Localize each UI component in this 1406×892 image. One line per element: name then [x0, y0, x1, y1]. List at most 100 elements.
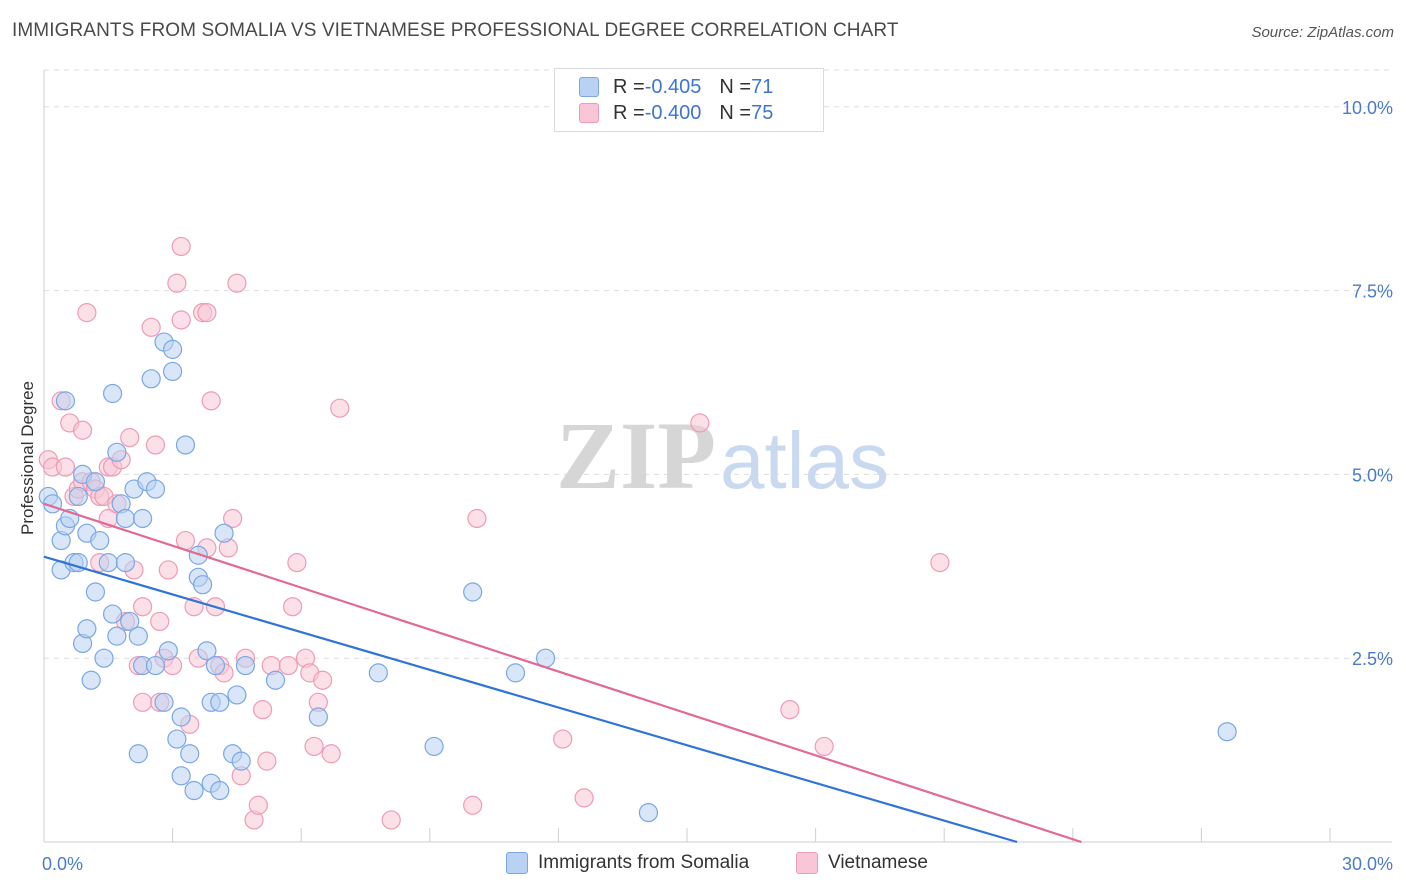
- watermark-atlas: atlas: [720, 416, 889, 505]
- legend-r-value: -0.405: [644, 75, 702, 98]
- somalia-point: [171, 766, 191, 786]
- vietnamese-point: [321, 744, 341, 764]
- somalia-point: [94, 648, 114, 668]
- vietnamese-point: [283, 597, 303, 617]
- somalia-point: [107, 626, 127, 646]
- somalia-point: [368, 663, 388, 683]
- vietnamese-point: [814, 736, 834, 757]
- vietnamese-point: [197, 303, 217, 323]
- legend-swatch-somalia: [506, 852, 528, 874]
- somalia-point: [55, 391, 76, 411]
- bottom-legend-somalia-label: Immigrants from Somalia: [538, 852, 750, 873]
- somalia-point: [180, 744, 200, 764]
- somalia-point: [505, 663, 526, 683]
- somalia-point: [90, 530, 110, 551]
- vietnamese-point: [167, 273, 187, 293]
- somalia-point: [210, 780, 230, 801]
- vietnamese-point: [141, 317, 161, 337]
- somalia-point: [265, 670, 286, 690]
- x-tick-labels: 0.0% 30.0%: [42, 854, 1393, 874]
- somalia-point: [115, 553, 136, 573]
- vietnamese-point: [171, 310, 191, 330]
- vietnamese-point: [304, 736, 324, 757]
- somalia-point: [107, 442, 127, 462]
- somalia-point: [145, 479, 166, 499]
- legend-r-label: R =: [613, 101, 645, 124]
- vietnamese-point: [171, 236, 191, 257]
- somalia-point: [154, 692, 174, 712]
- legend-n-label: N =: [719, 101, 752, 124]
- vietnamese-point: [690, 413, 710, 433]
- bottom-legend-vietnamese-label: Vietnamese: [828, 852, 928, 873]
- vietnamese-point: [72, 420, 93, 440]
- vietnamese-point: [287, 553, 307, 573]
- bottom-legend: Immigrants from Somalia Vietnamese: [0, 852, 1406, 878]
- somalia-point: [102, 604, 123, 624]
- vietnamese-point: [463, 795, 483, 815]
- vietnamese-point: [330, 398, 350, 418]
- vietnamese-point: [132, 692, 153, 712]
- somalia-point: [210, 692, 230, 712]
- watermark-zip: ZIP: [556, 402, 716, 509]
- legend-row-somalia: R = -0.405 N = 71: [579, 74, 773, 100]
- somalia-point: [141, 369, 161, 389]
- somalia-point: [98, 553, 118, 573]
- trend-lines: [43, 502, 1082, 844]
- somalia-point: [1217, 722, 1237, 742]
- vietnamese-point: [381, 810, 401, 830]
- legend: R = -0.405 N = 71 R = -0.400 N = 75: [554, 68, 824, 132]
- vietnamese-point: [227, 273, 247, 293]
- somalia-point: [85, 472, 106, 492]
- vietnamese-point: [278, 655, 298, 676]
- vietnamese-point: [257, 751, 277, 771]
- somalia-point: [227, 685, 247, 705]
- y-tick-label: 7.5%: [1352, 282, 1393, 302]
- y-tick-label: 5.0%: [1352, 465, 1393, 485]
- somalia-point: [158, 641, 178, 661]
- x-axis: [43, 70, 1392, 843]
- bottom-legend-somalia[interactable]: Immigrants from Somalia: [506, 852, 749, 874]
- somalia-point: [175, 435, 196, 455]
- somalia-point: [163, 339, 183, 359]
- somalia-point: [132, 508, 153, 529]
- legend-r-value: -0.400: [644, 101, 702, 124]
- somalia-point: [77, 619, 97, 639]
- vietnamese-point: [780, 700, 800, 720]
- vietnamese-point: [253, 700, 273, 720]
- somalia-points: [38, 332, 1237, 823]
- somalia-point: [424, 736, 444, 757]
- vietnamese-point: [150, 611, 170, 632]
- somalia-point: [193, 575, 213, 595]
- vietnamese-point: [223, 508, 243, 529]
- legend-n-value: 71: [751, 75, 774, 98]
- legend-swatch-vietnamese: [796, 852, 818, 874]
- legend-swatch-vietnamese: [579, 103, 599, 123]
- somalia-point: [128, 626, 148, 646]
- somalia-point: [68, 486, 88, 507]
- vietnamese-point: [553, 729, 573, 749]
- y-tick-label: 10.0%: [1342, 98, 1393, 118]
- bottom-legend-vietnamese[interactable]: Vietnamese: [796, 852, 928, 874]
- somalia-point: [171, 707, 191, 727]
- somalia-point: [463, 582, 483, 602]
- somalia-point: [167, 729, 187, 749]
- vietnamese-point: [574, 788, 594, 808]
- legend-n-label: N =: [719, 75, 752, 98]
- somalia-point: [85, 582, 106, 602]
- watermark: ZIP atlas: [556, 402, 889, 509]
- vietnamese-point: [930, 553, 950, 573]
- somalia-trend-line: [43, 555, 1018, 844]
- somalia-point: [205, 655, 226, 676]
- somalia-point: [197, 641, 217, 661]
- somalia-point: [102, 383, 123, 404]
- vietnamese-point: [145, 435, 166, 455]
- vietnamese-point: [248, 795, 268, 815]
- vietnamese-point: [120, 428, 140, 448]
- y-tick-label: 2.5%: [1352, 649, 1393, 669]
- legend-n-value: 75: [751, 101, 774, 124]
- somalia-point: [81, 670, 101, 690]
- x-tick-label-max: 30.0%: [1342, 854, 1393, 874]
- vietnamese-point: [77, 303, 97, 323]
- somalia-point: [214, 523, 234, 543]
